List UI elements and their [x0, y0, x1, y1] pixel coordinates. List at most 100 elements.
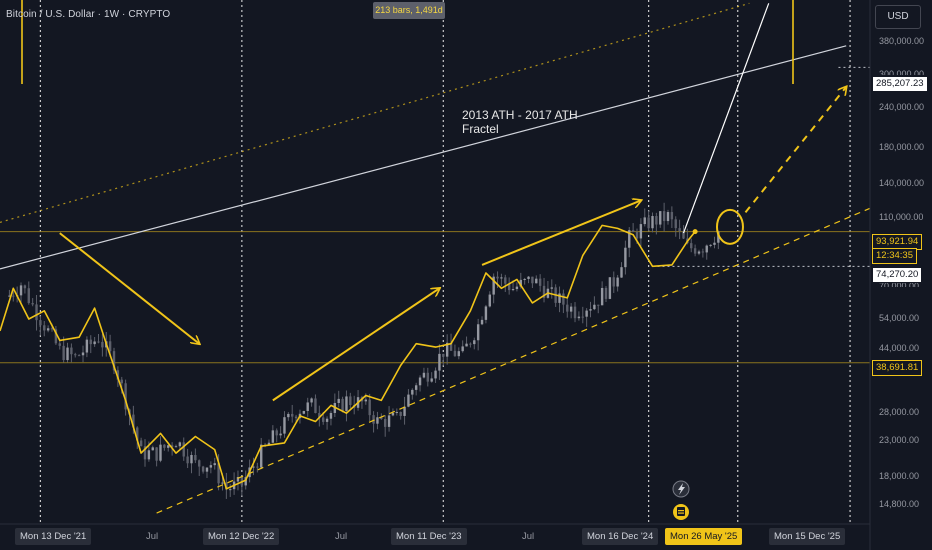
flag-icon[interactable] [673, 504, 689, 520]
candle-body [418, 377, 422, 386]
candle-body [411, 389, 414, 395]
fractal-line [0, 224, 696, 490]
candle-body [116, 370, 120, 380]
candle-body [457, 351, 460, 357]
price-label: 140,000.00 [879, 178, 925, 188]
price-label: 180,000.00 [879, 142, 925, 152]
annotation-line-2: Fractel [462, 122, 499, 136]
candle-body [426, 372, 430, 382]
candle-body [678, 228, 681, 232]
candle-body [705, 245, 708, 253]
price-label: 44,000.00 [879, 343, 920, 353]
candle-body [473, 340, 476, 345]
time-label: Jul [146, 531, 159, 542]
candle-body [465, 343, 468, 347]
candle-body [294, 416, 298, 419]
candle-body [167, 445, 170, 448]
candle-body [267, 442, 271, 446]
candle-body [682, 231, 685, 239]
candle-body [612, 277, 615, 287]
candle-body [628, 230, 631, 248]
price-label: 380,000.00 [879, 36, 925, 46]
candle-body [538, 278, 542, 286]
candle-body [600, 287, 604, 306]
drawings [0, 2, 871, 514]
candle-body [287, 413, 290, 418]
candle-body [449, 342, 453, 351]
candle-body [54, 329, 58, 344]
currency-button[interactable]: USD [875, 5, 921, 29]
candle-body [23, 285, 27, 289]
candle-body [643, 217, 646, 225]
candle-body [186, 456, 189, 464]
price-label-partial: 300,000.00 [879, 69, 925, 75]
candle-body [476, 324, 480, 341]
candle-body [674, 219, 677, 229]
candle-body [461, 346, 464, 352]
candle-body [655, 216, 658, 225]
candle-body [701, 251, 705, 253]
candle-body [558, 293, 561, 303]
fractal-series [0, 0, 794, 490]
candle-body [430, 378, 433, 382]
candle-body [46, 328, 50, 331]
candle-body [244, 477, 247, 486]
candle-body [260, 444, 263, 468]
current-price-badge: 93,921.94 [872, 234, 923, 250]
candle-body [697, 251, 701, 254]
candle-body [8, 295, 11, 297]
candle-body [647, 217, 650, 229]
candle-body [387, 415, 391, 427]
candle-body [690, 243, 693, 249]
time-label: Mon 11 Dec '23 [391, 528, 467, 545]
time-label: Mon 13 Dec '21 [15, 528, 92, 545]
flash-icon[interactable] [672, 480, 690, 498]
candle-body [217, 463, 220, 484]
candle-body [531, 276, 534, 284]
candle-body [178, 442, 182, 447]
candle-body [395, 411, 399, 413]
candle-body [283, 417, 286, 434]
candle-body [368, 399, 371, 416]
candle-body [108, 341, 112, 352]
support-level-badge: 38,691.81 [872, 360, 923, 376]
candle-body [480, 319, 484, 325]
candle-body [604, 287, 608, 299]
time-label: Mon 12 Dec '22 [203, 528, 280, 545]
candle-body [403, 406, 406, 416]
candle-body [639, 224, 643, 239]
candle-body [492, 276, 495, 295]
candle-body [422, 372, 426, 378]
candle-body [349, 396, 352, 406]
candle-body [535, 278, 538, 284]
candles-series [8, 202, 720, 499]
candle-body [659, 211, 662, 225]
candle-body [201, 466, 205, 472]
trendline [0, 45, 847, 270]
candle-body [275, 430, 278, 436]
candle-body [515, 286, 519, 290]
candle-body [194, 454, 197, 461]
candle-body [66, 347, 69, 361]
candle-body [713, 242, 716, 245]
target-price-badge: 285,207.23 [872, 76, 928, 92]
candle-body [624, 247, 627, 268]
candle-body [562, 293, 565, 305]
candle-body [577, 316, 581, 319]
projection-arrow [59, 232, 199, 344]
candle-body [608, 277, 612, 299]
candle-body [589, 309, 592, 311]
candle-body [507, 283, 511, 291]
candle-body [112, 351, 116, 371]
candle-body [372, 415, 375, 424]
candle-body [345, 396, 348, 412]
candle-body [221, 482, 224, 484]
candle-body [89, 339, 92, 345]
candle-body [666, 212, 670, 222]
candle-body [434, 370, 437, 379]
candle-body [527, 276, 530, 279]
candle-body [341, 398, 344, 412]
candle-body [693, 248, 697, 254]
candle-body [318, 413, 321, 418]
